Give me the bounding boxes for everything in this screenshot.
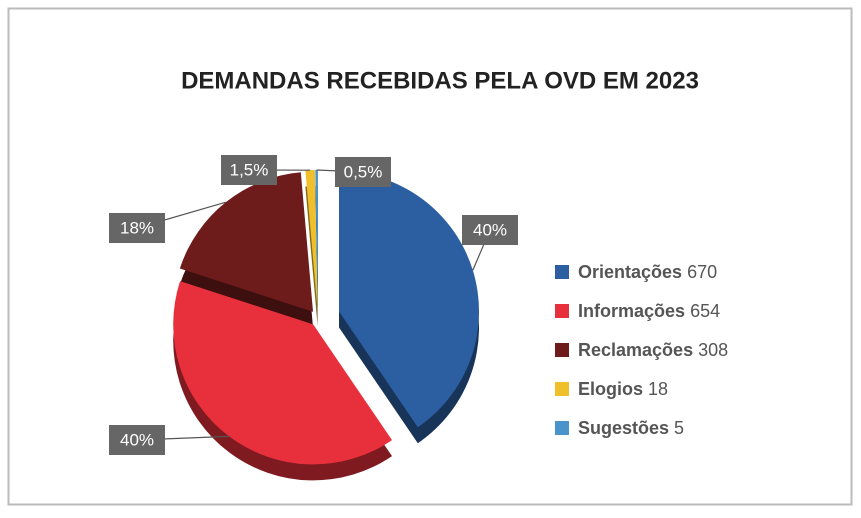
legend-name: Elogios — [578, 379, 643, 399]
legend-name: Reclamações — [578, 340, 693, 360]
legend-swatch — [555, 382, 569, 396]
share-label: 1,5% — [230, 160, 269, 179]
legend-value: 308 — [698, 340, 728, 360]
legend-swatch — [555, 421, 569, 435]
legend-entry: Reclamações 308 — [578, 340, 728, 360]
legend-value: 654 — [690, 301, 720, 321]
legend-entry: Orientações 670 — [578, 262, 717, 282]
share-label: 40% — [120, 430, 154, 449]
legend-entry: Elogios 18 — [578, 379, 668, 399]
legend-swatch — [555, 304, 569, 318]
share-label: 0,5% — [344, 162, 383, 181]
share-label: 18% — [120, 218, 154, 237]
legend-name: Informações — [578, 301, 685, 321]
legend-name: Orientações — [578, 262, 682, 282]
legend-value: 18 — [648, 379, 668, 399]
legend-swatch — [555, 343, 569, 357]
legend-value: 670 — [687, 262, 717, 282]
chart-title: DEMANDAS RECEBIDAS PELA OVD EM 2023 — [181, 67, 699, 94]
share-label: 40% — [473, 220, 507, 239]
legend-name: Sugestões — [578, 418, 669, 438]
legend-swatch — [555, 265, 569, 279]
legend-entry: Informações 654 — [578, 301, 720, 321]
legend-entry: Sugestões 5 — [578, 418, 684, 438]
legend-value: 5 — [674, 418, 684, 438]
